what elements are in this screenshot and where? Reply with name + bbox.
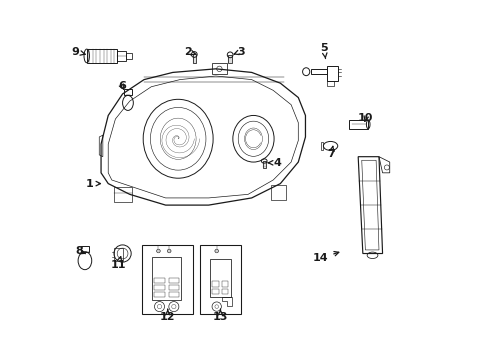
Text: 13: 13: [212, 309, 228, 322]
Text: 8: 8: [75, 246, 85, 256]
Text: 12: 12: [160, 309, 175, 322]
Text: 2: 2: [183, 46, 195, 57]
Text: 5: 5: [320, 43, 327, 59]
Text: 11: 11: [110, 257, 126, 270]
Text: 7: 7: [327, 146, 334, 159]
Text: 3: 3: [234, 46, 244, 57]
Text: 1: 1: [85, 179, 100, 189]
Text: 6: 6: [118, 81, 125, 91]
Text: 10: 10: [357, 113, 373, 123]
Text: 4: 4: [267, 158, 281, 168]
Text: 14: 14: [312, 252, 338, 263]
Text: 9: 9: [71, 46, 85, 57]
